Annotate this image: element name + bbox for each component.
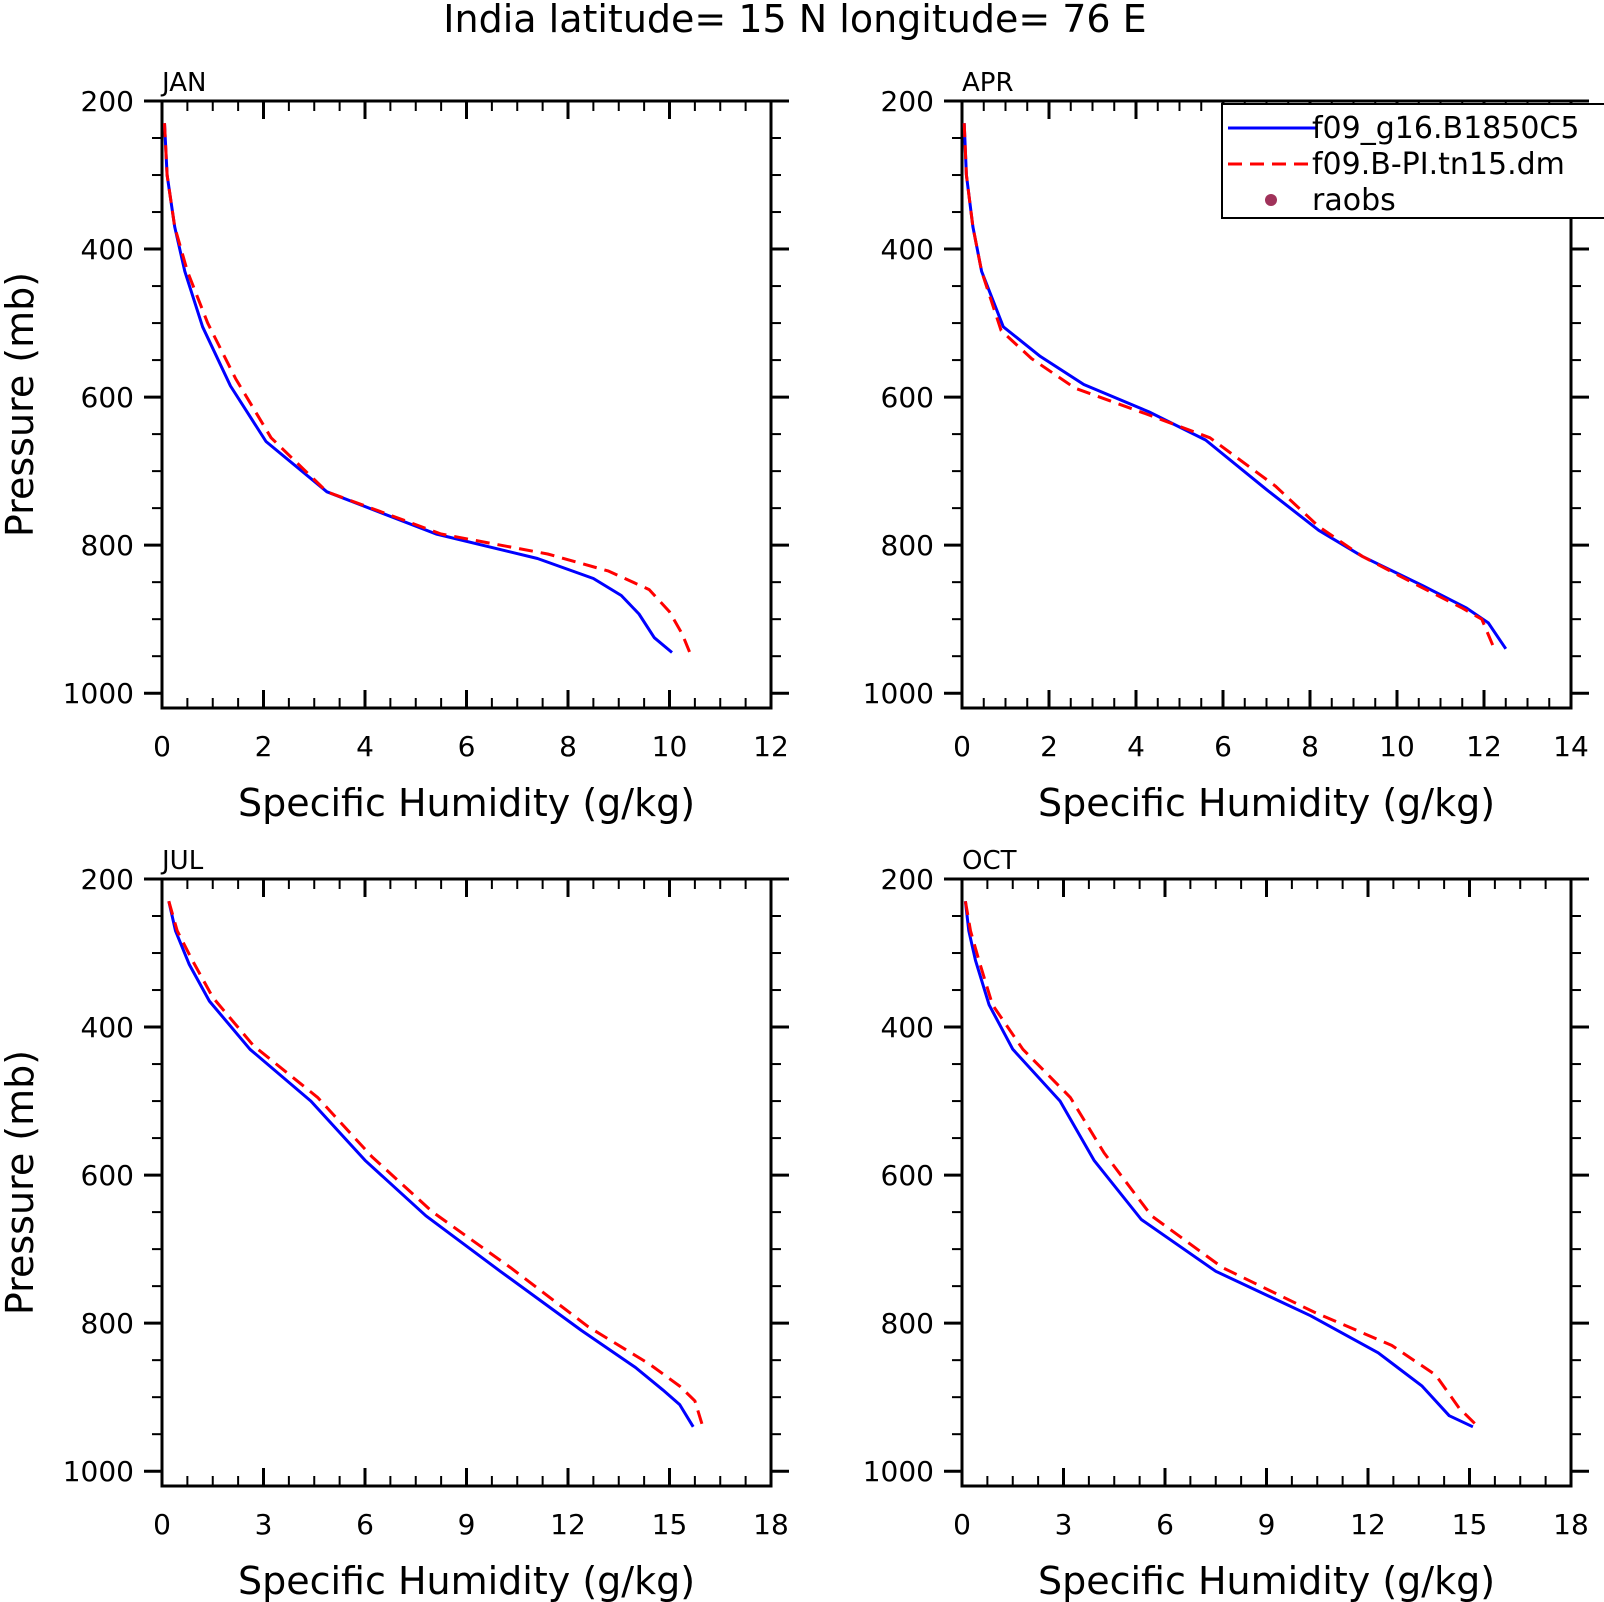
x-tick-label: 6 bbox=[1214, 730, 1232, 763]
y-tick-label: 200 bbox=[81, 85, 134, 118]
panel-oct: OCT 0 3 6 9 12 15 18 200 400 600 800 1000 Specific Hu… bbox=[863, 846, 1589, 1602]
x-tick-label: 10 bbox=[652, 730, 688, 763]
y-tick-label: 200 bbox=[881, 85, 934, 118]
series-line-2 bbox=[963, 900, 1481, 1430]
x-tick-label: 8 bbox=[1301, 730, 1319, 763]
y-axis-label: Pressure (mb) bbox=[0, 272, 42, 537]
x-tick-label: 6 bbox=[458, 730, 476, 763]
legend-box bbox=[1221, 103, 1604, 219]
y-tick-label: 200 bbox=[81, 863, 134, 896]
panel-jan: JAN 0 2 4 6 8 10 12 200 400 600 800 1000 Specific Hum… bbox=[0, 68, 789, 825]
x-axis-label: Specific Humidity (g/kg) bbox=[238, 781, 695, 825]
y-tick-label: 400 bbox=[881, 233, 934, 266]
x-tick-label: 3 bbox=[1055, 1508, 1073, 1541]
y-tick-label: 1000 bbox=[63, 677, 134, 710]
figure-title: India latitude= 15 N longitude= 76 E bbox=[443, 0, 1146, 41]
panel-title: JUL bbox=[160, 846, 204, 876]
y-tick-label: 400 bbox=[881, 1011, 934, 1044]
series-line-1 bbox=[962, 123, 1508, 650]
y-tick-label: 800 bbox=[81, 1307, 134, 1340]
panel-title: OCT bbox=[962, 846, 1017, 876]
x-axis-label: Specific Humidity (g/kg) bbox=[1038, 1559, 1495, 1602]
panel-title: JAN bbox=[160, 68, 206, 98]
y-tick-label: 600 bbox=[881, 381, 934, 414]
y-tick-label: 1000 bbox=[63, 1455, 134, 1488]
x-tick-label: 6 bbox=[356, 1508, 374, 1541]
x-tick-label: 2 bbox=[1040, 730, 1058, 763]
y-tick-label: 200 bbox=[881, 863, 934, 896]
plot-frame bbox=[160, 877, 773, 1488]
series-line-2 bbox=[163, 123, 692, 654]
y-tick-label: 400 bbox=[81, 233, 134, 266]
x-tick-label: 18 bbox=[1553, 1508, 1589, 1541]
panel-jul: JUL 0 3 6 9 12 15 18 200 400 600 800 1000 Specific Hu… bbox=[0, 846, 789, 1602]
y-tick-label: 600 bbox=[881, 1159, 934, 1192]
panel-title: APR bbox=[962, 68, 1014, 98]
y-tick-label: 1000 bbox=[863, 1455, 934, 1488]
x-tick-label: 0 bbox=[153, 730, 171, 763]
y-axis-label: Pressure (mb) bbox=[0, 1050, 42, 1315]
x-tick-label: 9 bbox=[458, 1508, 476, 1541]
y-tick-label: 400 bbox=[81, 1011, 134, 1044]
legend-label: f09_g16.B1850C5 bbox=[1312, 111, 1579, 146]
x-tick-label: 18 bbox=[753, 1508, 789, 1541]
series-line-2 bbox=[167, 900, 705, 1429]
y-tick-label: 600 bbox=[81, 1159, 134, 1192]
x-tick-label: 15 bbox=[1452, 1508, 1488, 1541]
x-tick-label: 2 bbox=[255, 730, 273, 763]
x-tick-label: 0 bbox=[953, 730, 971, 763]
x-tick-label: 9 bbox=[1258, 1508, 1276, 1541]
series-line-1 bbox=[163, 123, 673, 654]
x-tick-label: 0 bbox=[953, 1508, 971, 1541]
x-tick-label: 10 bbox=[1379, 730, 1415, 763]
x-axis-label: Specific Humidity (g/kg) bbox=[1038, 781, 1495, 825]
y-tick-label: 800 bbox=[81, 529, 134, 562]
series-line-2 bbox=[962, 123, 1497, 651]
series-line-1 bbox=[963, 901, 1474, 1429]
x-tick-label: 12 bbox=[753, 730, 789, 763]
x-tick-label: 4 bbox=[1127, 730, 1145, 763]
y-tick-label: 800 bbox=[881, 529, 934, 562]
legend-marker bbox=[1265, 194, 1277, 206]
x-tick-label: 14 bbox=[1553, 730, 1589, 763]
y-tick-label: 800 bbox=[881, 1307, 934, 1340]
x-axis-label: Specific Humidity (g/kg) bbox=[238, 1559, 695, 1602]
x-tick-label: 0 bbox=[153, 1508, 171, 1541]
legend-label: f09.B-PI.tn15.dm bbox=[1312, 147, 1565, 182]
y-tick-label: 600 bbox=[81, 381, 134, 414]
x-tick-label: 6 bbox=[1156, 1508, 1174, 1541]
x-tick-label: 3 bbox=[255, 1508, 273, 1541]
y-tick-label: 1000 bbox=[863, 677, 934, 710]
x-tick-label: 12 bbox=[1466, 730, 1502, 763]
series-line-1 bbox=[167, 900, 695, 1428]
plot-frame bbox=[960, 877, 1573, 1488]
legend-label: raobs bbox=[1312, 183, 1396, 218]
x-tick-label: 12 bbox=[1350, 1508, 1386, 1541]
x-tick-label: 15 bbox=[652, 1508, 688, 1541]
x-tick-label: 8 bbox=[559, 730, 577, 763]
x-tick-label: 4 bbox=[356, 730, 374, 763]
x-tick-label: 12 bbox=[550, 1508, 586, 1541]
plot-frame bbox=[160, 99, 773, 710]
